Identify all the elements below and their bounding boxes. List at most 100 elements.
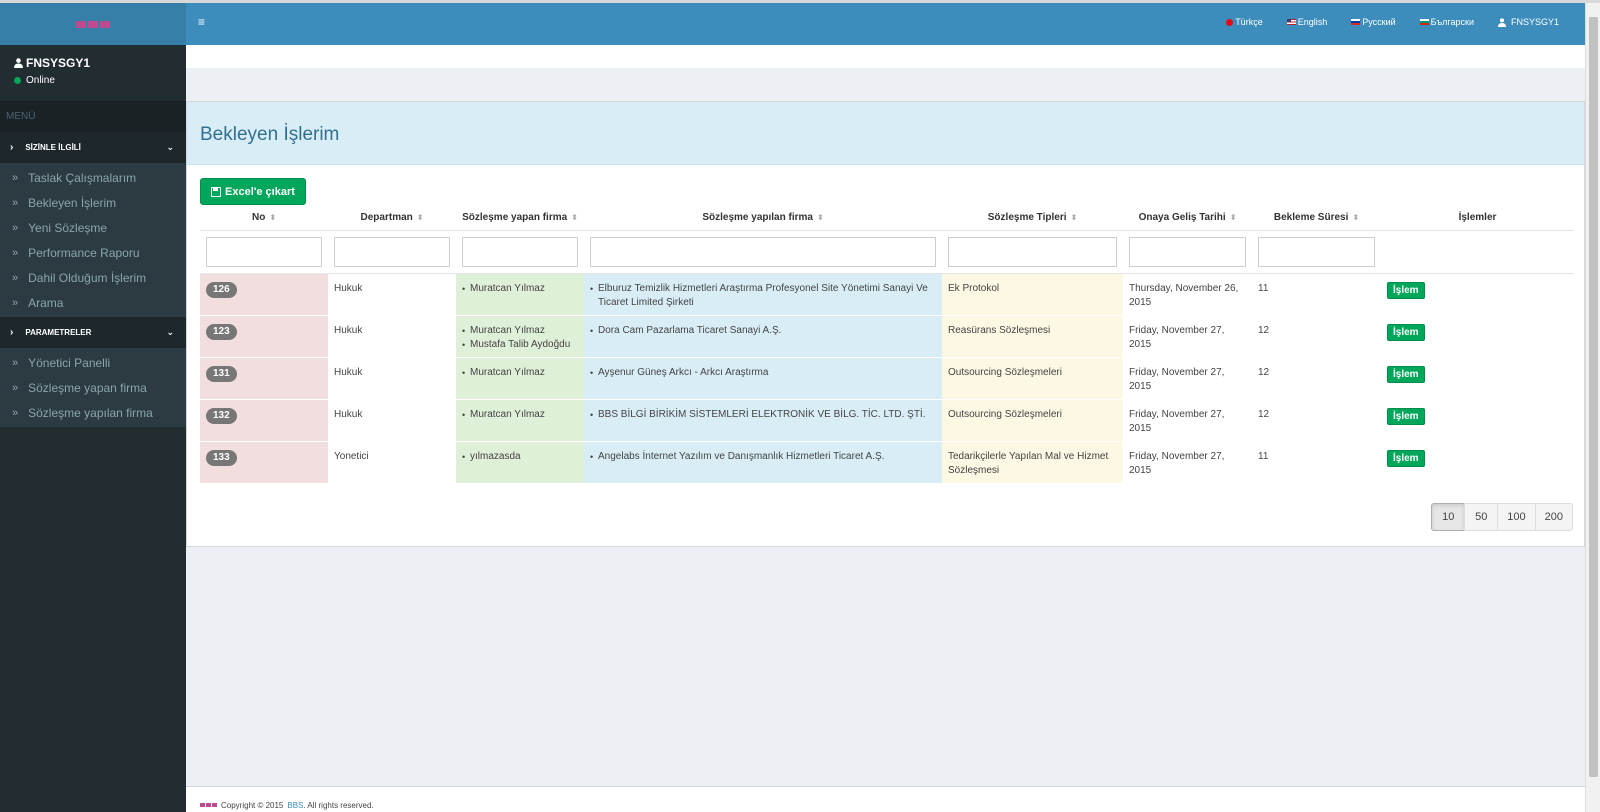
sort-icon: ⬍ bbox=[571, 213, 578, 223]
lang-label: Русский bbox=[1362, 17, 1396, 27]
lang-bulgarian[interactable]: Български bbox=[1419, 17, 1474, 27]
double-chevron-icon: » bbox=[12, 356, 19, 369]
col-header-sure[interactable]: Bekleme Süresi ⬍ bbox=[1252, 206, 1381, 231]
content-header-strip bbox=[186, 45, 1585, 68]
cell-no: 132 bbox=[200, 399, 328, 442]
cell-yapilan-firma: Dora Cam Pazarlama Ticaret Sanayi A.Ş. bbox=[584, 315, 942, 358]
filter-cell bbox=[1123, 230, 1252, 274]
filter-no-input[interactable] bbox=[206, 236, 322, 267]
double-chevron-icon: » bbox=[12, 296, 19, 309]
cell-sure: 12 bbox=[1252, 399, 1381, 442]
chevron-right-icon: › bbox=[10, 327, 14, 338]
col-header-label: Onaya Geliş Tarihi bbox=[1138, 212, 1226, 224]
sidebar-item-label: Sözleşme yapılan firma bbox=[28, 405, 153, 420]
sidebar-item-dahil[interactable]: » Dahil Olduğum İşlerim bbox=[0, 265, 186, 290]
filter-yapan-input[interactable] bbox=[462, 236, 578, 267]
col-header-no[interactable]: No ⬍ bbox=[200, 206, 328, 231]
islem-button[interactable]: İşlem bbox=[1387, 323, 1425, 341]
filter-cell bbox=[200, 230, 328, 274]
page-size-200-button[interactable]: 200 bbox=[1534, 503, 1573, 531]
cell-no: 123 bbox=[200, 315, 328, 358]
sidebar-item-yeni-sozlesme[interactable]: » Yeni Sözleşme bbox=[0, 215, 186, 240]
page-size-100-button[interactable]: 100 bbox=[1497, 503, 1536, 531]
list-item: Elburuz Temizlik Hizmetleri Araştırma Pr… bbox=[590, 282, 936, 310]
cell-tip: Tedarikçilerle Yapılan Mal ve Hizmet Söz… bbox=[942, 441, 1123, 484]
save-icon bbox=[211, 186, 221, 197]
filter-tipler-input[interactable] bbox=[948, 236, 1117, 267]
list-item: Dora Cam Pazarlama Ticaret Sanayi A.Ş. bbox=[590, 324, 936, 338]
chevron-down-icon: ⌄ bbox=[166, 327, 174, 337]
sidebar-item-label: Yeni Sözleşme bbox=[28, 220, 108, 235]
user-name-text: FNSYSGY1 bbox=[26, 56, 91, 70]
lang-label: Türkçe bbox=[1235, 17, 1263, 27]
filter-yapilan-input[interactable] bbox=[590, 236, 936, 267]
sidebar-item-label: Sözleşme yapan firma bbox=[28, 380, 147, 395]
filter-departman-input[interactable] bbox=[334, 236, 450, 267]
status-text: Online bbox=[26, 75, 55, 86]
top-navbar: ≡ Türkçe English Русский Български FNSYS… bbox=[186, 3, 1585, 45]
export-excel-button[interactable]: Excel'e çıkart bbox=[200, 178, 306, 205]
cell-tip: Outsourcing Sözleşmeleri bbox=[942, 399, 1123, 442]
logo-mark-icon bbox=[76, 20, 110, 28]
footer-brand-link[interactable]: BBS bbox=[287, 800, 304, 810]
user-menu[interactable]: FNSYSGY1 bbox=[1497, 17, 1559, 27]
sidebar-item-label: Performance Raporu bbox=[28, 245, 140, 260]
list-item: Muratcan Yılmaz bbox=[462, 408, 578, 422]
cell-tarih: Friday, November 27, 2015 bbox=[1123, 357, 1252, 400]
lang-russian[interactable]: Русский bbox=[1351, 17, 1396, 27]
cell-tip: Outsourcing Sözleşmeleri bbox=[942, 357, 1123, 400]
cell-islem: İşlem bbox=[1381, 273, 1574, 316]
lang-turkish[interactable]: Türkçe bbox=[1226, 17, 1263, 27]
row-number-badge: 131 bbox=[206, 365, 237, 382]
sidebar-item-bekleyen[interactable]: » Bekleyen İşlerim bbox=[0, 190, 186, 215]
user-status: Online bbox=[14, 75, 172, 86]
cell-departman: Hukuk bbox=[328, 357, 456, 400]
sidebar-item-yapan-firma[interactable]: » Sözleşme yapan firma bbox=[0, 375, 186, 400]
sidebar-item-yonetici[interactable]: » Yönetici Panelli bbox=[0, 350, 186, 375]
row-number-badge: 132 bbox=[206, 407, 237, 424]
filter-tarih-input[interactable] bbox=[1129, 236, 1246, 267]
sort-icon: ⬍ bbox=[1070, 213, 1078, 223]
page-size-selector: 10 50 100 200 bbox=[1431, 503, 1573, 531]
page-size-10-button[interactable]: 10 bbox=[1431, 503, 1466, 531]
sidebar-section-sizinle-ilgili[interactable]: › SİZİNLE İLGİLİ ⌄ bbox=[0, 132, 186, 163]
firm-list: Muratcan YılmazMustafa Talib Aydoğdu bbox=[462, 324, 578, 352]
vertical-scrollbar[interactable] bbox=[1585, 3, 1600, 812]
pending-jobs-table: No ⬍ Departman ⬍ Sözleşme yapan firma ⬍ Söz… bbox=[200, 206, 1574, 484]
islem-button[interactable]: İşlem bbox=[1387, 281, 1425, 299]
lang-english[interactable]: English bbox=[1286, 17, 1327, 27]
col-header-yapilan-firma[interactable]: Sözleşme yapılan firma ⬍ bbox=[584, 206, 942, 231]
islem-button[interactable]: İşlem bbox=[1387, 407, 1425, 425]
col-header-departman[interactable]: Departman ⬍ bbox=[328, 206, 456, 231]
section-label: PARAMETRELER bbox=[25, 328, 92, 337]
islem-button[interactable]: İşlem bbox=[1387, 365, 1425, 383]
row-number-badge: 126 bbox=[206, 281, 237, 298]
col-header-tarih[interactable]: Onaya Geliş Tarihi ⬍ bbox=[1123, 206, 1252, 231]
col-header-yapan-firma[interactable]: Sözleşme yapan firma ⬍ bbox=[456, 206, 584, 231]
cell-sure: 11 bbox=[1252, 441, 1381, 484]
sidebar-item-performance[interactable]: » Performance Raporu bbox=[0, 240, 186, 265]
sidebar-item-taslak[interactable]: » Taslak Çalışmalarım bbox=[0, 165, 186, 190]
double-chevron-icon: » bbox=[12, 171, 19, 184]
page-size-50-button[interactable]: 50 bbox=[1464, 503, 1499, 531]
sidebar: FNSYSGY1 Online MENÜ › SİZİNLE İLGİLİ ⌄ … bbox=[0, 3, 186, 812]
sort-icon: ⬍ bbox=[1229, 213, 1237, 223]
chevron-right-icon: › bbox=[10, 142, 14, 153]
logo[interactable] bbox=[0, 3, 186, 45]
cell-tarih: Thursday, November 26, 2015 bbox=[1123, 273, 1252, 316]
footer-rights: . All rights reserved. bbox=[303, 800, 374, 810]
sidebar-item-arama[interactable]: » Arama bbox=[0, 290, 186, 315]
list-item: Muratcan Yılmaz bbox=[462, 366, 578, 380]
col-header-tipler[interactable]: Sözleşme Tipleri ⬍ bbox=[942, 206, 1123, 231]
scrollbar-thumb[interactable] bbox=[1589, 17, 1598, 777]
sidebar-section-parametreler[interactable]: › PARAMETRELER ⌄ bbox=[0, 317, 186, 348]
hamburger-icon[interactable]: ≡ bbox=[198, 15, 206, 29]
sidebar-item-label: Taslak Çalışmalarım bbox=[28, 170, 137, 185]
double-chevron-icon: » bbox=[12, 221, 19, 234]
islem-button[interactable]: İşlem bbox=[1387, 449, 1425, 467]
filter-sure-input[interactable] bbox=[1258, 236, 1375, 267]
submenu-parametreler: » Yönetici Panelli » Sözleşme yapan firma … bbox=[0, 348, 186, 427]
double-chevron-icon: » bbox=[12, 246, 19, 259]
filter-cell bbox=[328, 230, 456, 274]
sidebar-item-yapilan-firma[interactable]: » Sözleşme yapılan firma bbox=[0, 400, 186, 425]
